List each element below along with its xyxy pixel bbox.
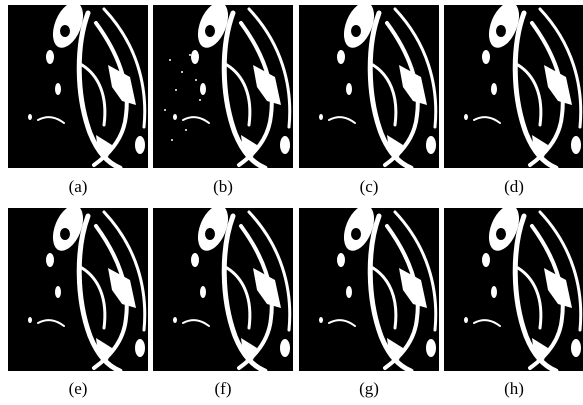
- panel-label: (b): [213, 177, 233, 196]
- panel-f: [153, 201, 293, 371]
- panel-label: (f): [215, 379, 232, 398]
- panel-g: [299, 201, 439, 371]
- panel-h: [444, 201, 583, 371]
- panel-label: (h): [504, 379, 524, 398]
- panel-c: [299, 0, 439, 168]
- panel-e: [8, 201, 148, 371]
- panel-b: [153, 0, 293, 168]
- panel-d: [444, 0, 583, 168]
- panel-label: (d): [504, 177, 524, 196]
- panel-label: (a): [69, 177, 88, 196]
- panel-label: (c): [360, 177, 379, 196]
- panel-label: (g): [359, 379, 379, 398]
- panel-label: (e): [69, 379, 88, 398]
- panel-a: [8, 0, 148, 168]
